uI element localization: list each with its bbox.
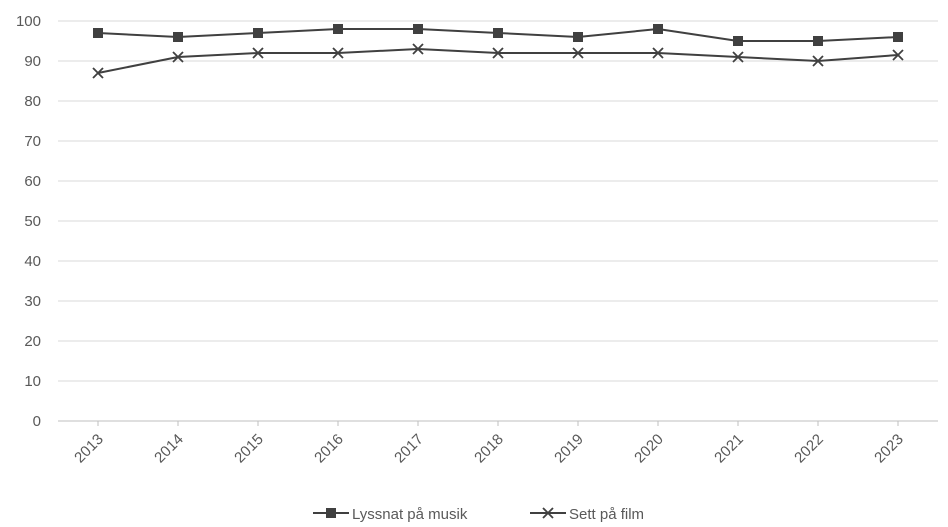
legend: Lyssnat på musik Sett på film bbox=[313, 506, 644, 523]
y-tick-label: 60 bbox=[24, 173, 41, 190]
legend-swatch-lyssnat-marker bbox=[326, 508, 336, 518]
data-point-lyssnat bbox=[253, 28, 263, 38]
data-point-lyssnat bbox=[573, 32, 583, 42]
data-point-lyssnat bbox=[893, 32, 903, 42]
data-point-sett bbox=[492, 47, 504, 59]
data-point-sett bbox=[172, 51, 184, 63]
gridlines bbox=[58, 20, 938, 422]
x-tick-label: 2022 bbox=[791, 431, 827, 467]
data-point-lyssnat bbox=[653, 24, 663, 34]
x-tick-label: 2019 bbox=[551, 431, 587, 467]
y-tick-label: 100 bbox=[16, 13, 41, 30]
legend-item-sett: Sett på film bbox=[530, 506, 644, 523]
x-tick-label: 2016 bbox=[311, 431, 347, 467]
data-point-sett bbox=[572, 47, 584, 59]
y-tick-label: 30 bbox=[24, 293, 41, 310]
y-tick-label: 90 bbox=[24, 53, 41, 70]
data-point-sett bbox=[252, 47, 264, 59]
data-point-lyssnat bbox=[413, 24, 423, 34]
y-tick-label: 40 bbox=[24, 253, 41, 270]
x-tick-label: 2015 bbox=[231, 431, 267, 467]
data-point-lyssnat bbox=[333, 24, 343, 34]
legend-item-lyssnat: Lyssnat på musik bbox=[313, 506, 468, 523]
x-tick-label: 2023 bbox=[871, 431, 907, 467]
data-point-lyssnat bbox=[493, 28, 503, 38]
data-point-sett bbox=[812, 55, 824, 67]
x-tick-label: 2018 bbox=[471, 431, 507, 467]
data-point-sett bbox=[892, 49, 904, 61]
data-point-lyssnat bbox=[173, 32, 183, 42]
legend-label-lyssnat: Lyssnat på musik bbox=[352, 506, 468, 523]
data-point-sett bbox=[412, 43, 424, 55]
data-point-lyssnat bbox=[813, 36, 823, 46]
x-tick-label: 2017 bbox=[391, 431, 427, 467]
data-point-sett bbox=[732, 51, 744, 63]
y-tick-label: 70 bbox=[24, 133, 41, 150]
x-tick-label: 2014 bbox=[151, 431, 187, 467]
legend-label-sett: Sett på film bbox=[569, 506, 644, 523]
x-axis-tick-labels: 2013 2014 2015 2016 2017 2018 2019 2020 2021 2022… bbox=[71, 421, 907, 466]
y-tick-label: 0 bbox=[33, 413, 41, 430]
y-tick-label: 20 bbox=[24, 333, 41, 350]
data-point-sett bbox=[332, 47, 344, 59]
y-tick-label: 80 bbox=[24, 93, 41, 110]
data-point-sett bbox=[92, 67, 104, 79]
y-axis-tick-labels: 0 10 20 30 40 50 60 70 80 90 100 bbox=[16, 13, 41, 430]
x-tick-label: 2021 bbox=[711, 431, 747, 467]
series-group bbox=[92, 24, 904, 79]
x-tick-label: 2013 bbox=[71, 431, 107, 467]
data-point-lyssnat bbox=[93, 28, 103, 38]
data-point-lyssnat bbox=[733, 36, 743, 46]
data-point-sett bbox=[652, 47, 664, 59]
legend-swatch-sett-marker bbox=[542, 507, 554, 519]
y-tick-label: 10 bbox=[24, 373, 41, 390]
y-tick-label: 50 bbox=[24, 213, 41, 230]
x-tick-label: 2020 bbox=[631, 431, 667, 467]
